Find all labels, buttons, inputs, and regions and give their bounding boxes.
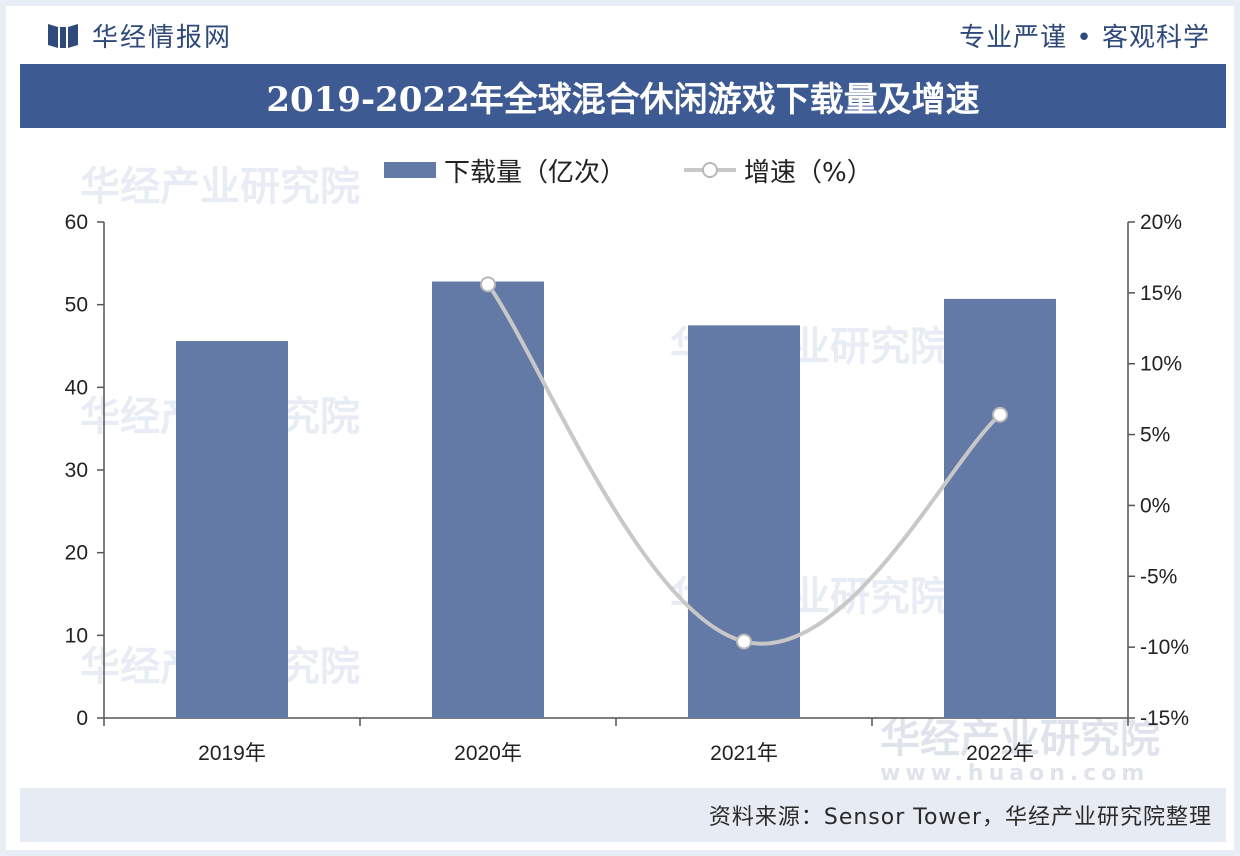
x-tick-label: 2020年	[454, 742, 522, 765]
plot-area: 0 10 20 30 40 50 60 -15% -10% -5% 0% 5% 10% 15% 20% 201…	[65, 158, 1189, 765]
y-tick-label-right: -15%	[1140, 707, 1189, 730]
y-tick-label-right: 20%	[1140, 211, 1182, 234]
watermark-text: 华经产业研究院	[880, 716, 1160, 762]
x-tick-label: 2022年	[966, 742, 1034, 765]
brand: 华经情报网	[48, 17, 232, 54]
y-tick-label-left: 50	[65, 294, 88, 317]
bar	[688, 325, 800, 718]
y-tick-label-right: 5%	[1140, 424, 1170, 447]
bar	[944, 298, 1056, 718]
brand-logo-icon	[48, 24, 78, 48]
y-tick-label-left: 0	[76, 707, 88, 730]
y-tick-label-right: -10%	[1140, 636, 1189, 659]
chart: 华经产业研究院 华经产业研究院 华经产业研究院 华经产业研究院 华经产业研究院 …	[65, 158, 1189, 780]
footer-bar: 资料来源：Sensor Tower，华经产业研究院整理	[20, 788, 1226, 842]
y-tick-label-left: 20	[65, 542, 88, 565]
top-bar: 华经情报网 专业严谨 • 客观科学	[6, 6, 1234, 64]
legend-line-marker	[702, 162, 718, 178]
source-note: 资料来源：Sensor Tower，华经产业研究院整理	[708, 805, 1212, 830]
growth-point	[480, 276, 496, 293]
y-tick-label-right: 0%	[1140, 494, 1170, 517]
legend-bar-swatch	[384, 162, 436, 178]
bar	[432, 281, 544, 718]
slogan: 专业严谨 • 客观科学	[959, 22, 1210, 53]
watermark-url: www.huaon.com	[880, 761, 1149, 780]
brand-name: 华经情报网	[92, 22, 233, 53]
y-tick-label-right: 10%	[1140, 353, 1182, 376]
legend-bar-label: 下载量（亿次）	[444, 158, 626, 188]
legend-line-label: 增速（%）	[744, 158, 873, 188]
y-tick-label-left: 40	[65, 376, 88, 399]
y-tick-label-right: -5%	[1140, 565, 1177, 588]
y-tick-label-right: 15%	[1140, 282, 1182, 305]
x-tick-label: 2021年	[710, 742, 778, 765]
x-tick-label: 2019年	[198, 742, 266, 765]
y-tick-label-left: 10	[65, 624, 88, 647]
y-tick-label-left: 30	[65, 459, 88, 482]
watermark-text: 华经产业研究院	[80, 164, 360, 210]
title-bar: 2019-2022年全球混合休闲游戏下载量及增速	[20, 64, 1226, 128]
growth-point	[736, 633, 752, 650]
bar	[176, 341, 288, 718]
y-tick-label-left: 60	[65, 211, 88, 234]
chart-title: 2019-2022年全球混合休闲游戏下载量及增速	[266, 79, 980, 120]
growth-point	[992, 406, 1008, 423]
